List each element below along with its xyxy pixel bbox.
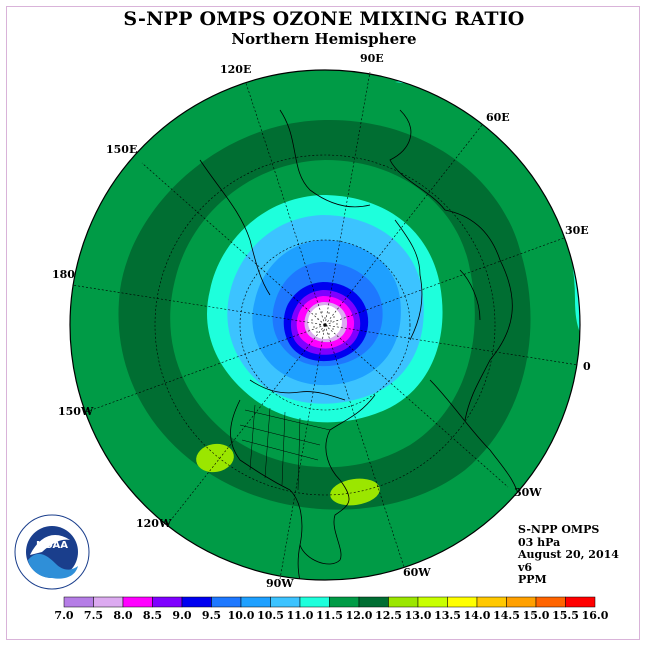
lon-label-90e: 90E — [360, 52, 384, 65]
colorbar-tick-label: 15.5 — [552, 609, 579, 622]
colorbar-cell — [506, 596, 537, 608]
colorbar-tick-label: 11.0 — [287, 609, 314, 622]
map-title: S-NPP OMPS OZONE MIXING RATIO — [123, 8, 525, 30]
colorbar-tick-label: 15.0 — [523, 609, 550, 622]
colorbar-tick-label: 13.0 — [405, 609, 432, 622]
colorbar-cell — [417, 596, 448, 608]
colorbar-cell — [240, 596, 271, 608]
figure-frame — [6, 6, 640, 640]
info-version: v6 — [518, 560, 533, 574]
colorbar-cell — [270, 596, 301, 608]
lon-label-120w: 120W — [136, 517, 172, 530]
colorbar-cell — [299, 596, 330, 608]
lon-label-0: 0 — [583, 360, 591, 373]
colorbar-tick-label: 12.0 — [346, 609, 373, 622]
svg-text:NOAA: NOAA — [36, 540, 68, 551]
colorbar-tick-label: 12.5 — [375, 609, 402, 622]
colorbar-tick-label: 13.5 — [434, 609, 461, 622]
colorbar-tick-label: 16.0 — [582, 609, 609, 622]
lon-label-180: 180 — [52, 268, 75, 281]
map-subtitle: Northern Hemisphere — [231, 30, 417, 48]
map-boundary — [69, 69, 581, 581]
info-block: S-NPP OMPS 03 hPa August 20, 2014 v6 PPM — [518, 523, 619, 587]
colorbar-cell — [476, 596, 507, 608]
contour-yellowgreen-pacific — [196, 443, 234, 473]
lon-label-30w: 30W — [514, 486, 542, 499]
colorbar-cell — [329, 596, 360, 608]
colorbar-cell — [535, 596, 566, 608]
colorbar-cell — [211, 596, 242, 608]
colorbar-cell — [565, 596, 596, 608]
colorbar-cell — [358, 596, 389, 608]
info-level: 03 hPa — [518, 535, 561, 549]
colorbar-tick-label: 7.5 — [84, 609, 103, 622]
info-date: August 20, 2014 — [518, 548, 619, 561]
colorbar-tick-label: 7.0 — [54, 609, 73, 622]
noaa-logo: NOAA — [14, 514, 90, 590]
lon-label-30e: 30E — [565, 224, 589, 237]
info-units: PPM — [518, 573, 547, 586]
colorbar: 7.0 7.5 8.0 8.5 9.0 9.5 10.0 10.5 11.0 11.5 12.0 12… — [54, 596, 609, 622]
colorbar-tick-label: 14.5 — [493, 609, 520, 622]
colorbar-cell — [388, 596, 419, 608]
colorbar-tick-label: 8.0 — [113, 609, 132, 622]
colorbar-tick-label: 9.5 — [202, 609, 221, 622]
polar-night-no-data — [308, 305, 342, 339]
no-data-dots — [311, 311, 338, 335]
colorbar-cell — [122, 596, 153, 608]
lon-label-90w: 90W — [266, 577, 294, 590]
colorbar-tick-label: 14.0 — [464, 609, 491, 622]
colorbar-cell — [63, 596, 94, 608]
colorbar-cell — [93, 596, 124, 608]
colorbar-cell — [152, 596, 183, 608]
contour-yellowgreen-atlantic — [330, 478, 380, 506]
colorbar-tick-label: 10.0 — [228, 609, 255, 622]
coastlines — [199, 109, 521, 580]
colorbar-cell — [447, 596, 478, 608]
colorbar-tick-label: 9.0 — [172, 609, 191, 622]
colorbar-tick-label: 10.5 — [257, 609, 284, 622]
graticule — [71, 71, 579, 580]
lon-label-150w: 150W — [58, 405, 94, 418]
colorbar-tick-label: 11.5 — [316, 609, 343, 622]
lon-label-150e: 150E — [106, 143, 138, 156]
lon-label-60e: 60E — [486, 111, 510, 124]
lon-label-120e: 120E — [220, 63, 252, 76]
state-boundaries — [239, 404, 331, 491]
lon-label-60w: 60W — [403, 566, 431, 579]
info-instrument: S-NPP OMPS — [518, 523, 600, 536]
colorbar-tick-label: 8.5 — [143, 609, 162, 622]
colorbar-cell — [181, 596, 212, 608]
